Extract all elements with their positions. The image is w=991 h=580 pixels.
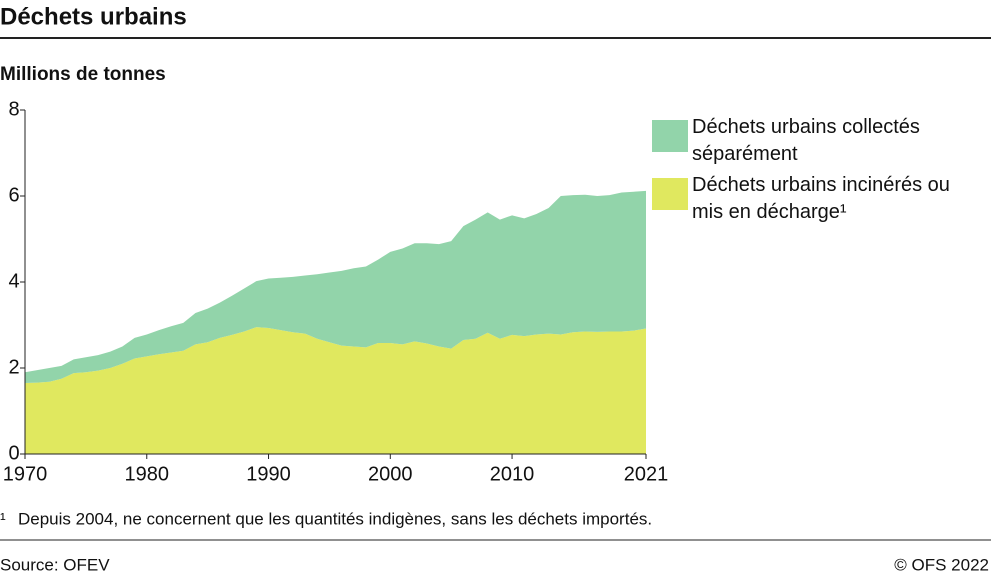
chart-title: Déchets urbains (0, 3, 187, 30)
footnote: Depuis 2004, ne concernent que les quant… (18, 509, 652, 528)
y-tick-label: 2 (8, 356, 19, 378)
x-tick-label: 2021 (624, 463, 669, 485)
x-tick-label: 2000 (368, 463, 413, 485)
legend-swatch (652, 178, 688, 210)
y-tick-label: 0 (8, 442, 19, 464)
x-tick-label: 1980 (125, 463, 170, 485)
area (25, 190, 646, 384)
legend: Déchets urbains collectés séparément Déch… (652, 114, 972, 230)
legend-label: Déchets urbains collectés séparément (692, 116, 920, 165)
area (25, 327, 646, 454)
source: Source: OFEV (0, 555, 110, 574)
y-axis-label: Millions de tonnes (0, 64, 166, 85)
footnote-marker: ¹ (0, 509, 6, 528)
y-tick-label: 6 (8, 184, 19, 206)
legend-label: Déchets urbains incinérés ou mis en déch… (692, 174, 950, 223)
x-tick-label: 2010 (490, 463, 535, 485)
legend-item: Déchets urbains incinérés ou mis en déch… (652, 172, 972, 226)
plot: 0 2 4 6 8 1970 1980 1990 2000 2010 2021 (3, 98, 669, 485)
legend-swatch (652, 120, 688, 152)
x-tick-label: 1970 (3, 463, 48, 485)
y-tick-label: 4 (8, 270, 19, 292)
credit: © OFS 2022 (894, 555, 989, 574)
y-tick-label: 8 (8, 98, 19, 120)
legend-item: Déchets urbains collectés séparément (652, 114, 972, 168)
x-tick-label: 1990 (246, 463, 291, 485)
